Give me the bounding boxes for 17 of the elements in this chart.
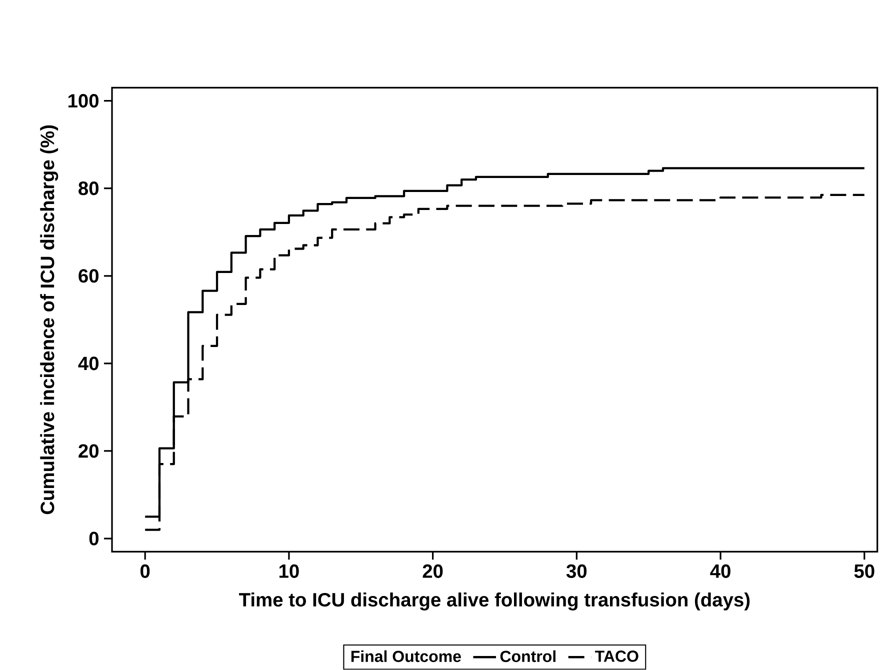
x-tick-label: 20 <box>422 564 443 578</box>
y-tick-label: 0 <box>89 532 99 546</box>
y-tick-label: 100 <box>68 94 98 108</box>
y-tick-label: 80 <box>78 182 99 196</box>
y-tick-label: 20 <box>78 444 99 458</box>
y-tick-label: 40 <box>78 356 99 370</box>
legend-title: Final Outcome <box>351 650 461 662</box>
x-tick-label: 10 <box>279 564 299 578</box>
legend-label: TACO <box>595 650 638 662</box>
x-axis-title: Time to ICU discharge alive following transfusion (days) <box>239 592 750 611</box>
x-tick-label: 0 <box>140 564 150 578</box>
y-axis-title: Cumulative incidence of ICU discharge (%) <box>40 126 58 514</box>
x-tick-label: 40 <box>710 564 730 578</box>
x-tick-label: 30 <box>566 564 587 578</box>
x-tick-label: 50 <box>854 564 874 578</box>
y-tick-label: 60 <box>78 269 99 283</box>
legend-label: Control <box>500 650 556 662</box>
